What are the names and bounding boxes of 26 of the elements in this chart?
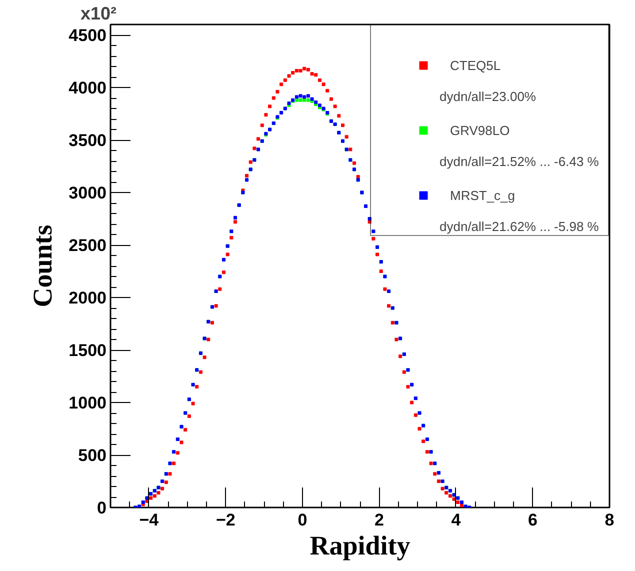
annotation: dydn/all=21.52% ... -6.43 % bbox=[440, 154, 600, 169]
y-tick-label: 500 bbox=[78, 446, 107, 465]
x-tick-label: 0 bbox=[298, 510, 308, 530]
text: x10² bbox=[80, 4, 117, 24]
x-axis-title: Rapidity bbox=[310, 530, 411, 560]
y-tick-label: 3000 bbox=[68, 184, 107, 202]
x-tick-label: 8 bbox=[604, 510, 614, 530]
legend-label: GRV98LO bbox=[450, 122, 511, 140]
x-tick-label: 6 bbox=[528, 510, 538, 530]
legend-label: MRST_c_g bbox=[450, 186, 516, 205]
annotation: dydn/all=21.62% ... -5.98 % bbox=[440, 219, 600, 234]
y-tick-label: 2000 bbox=[68, 288, 107, 308]
y-tick-label: 2500 bbox=[68, 236, 107, 255]
y-tick-label: 3500 bbox=[68, 131, 107, 150]
y-tick-label: 1500 bbox=[68, 341, 107, 360]
x-tick-label: 2 bbox=[374, 510, 384, 530]
annotation: dydn/all=23.00% bbox=[440, 89, 536, 104]
x-tick-label: −2 bbox=[216, 510, 236, 530]
x-tick-label: −4 bbox=[139, 510, 160, 530]
x-tick-label: 4 bbox=[451, 510, 462, 530]
y-tick-label: 4500 bbox=[68, 26, 107, 45]
y-tick-label: 0 bbox=[97, 498, 107, 518]
legend-label: CTEQ5L bbox=[450, 56, 502, 74]
y-axis-title: Counts bbox=[28, 224, 58, 308]
y-tick-label: 4000 bbox=[68, 78, 107, 98]
y-tick-label: 1000 bbox=[68, 394, 107, 412]
